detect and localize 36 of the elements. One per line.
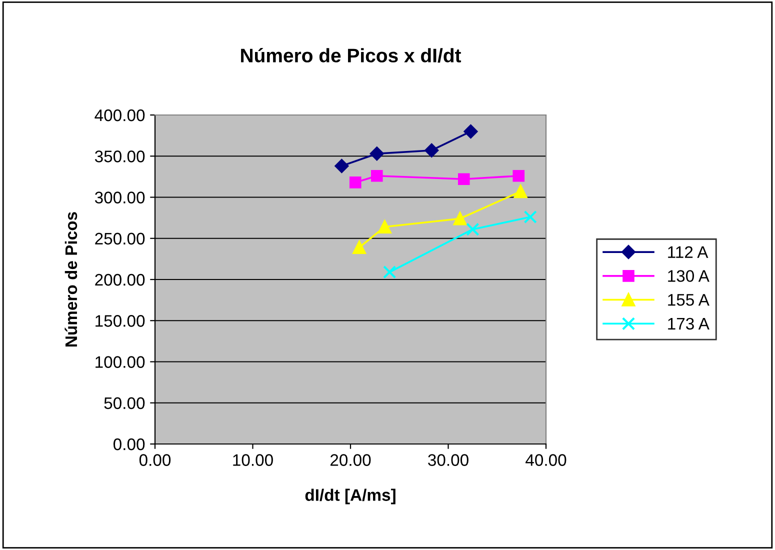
point <box>352 240 366 254</box>
chart-title: Número de Picos x dI/dt <box>241 48 462 63</box>
y-axis-title: Número de Picos <box>64 212 78 346</box>
y-tick-label: 100.00 <box>96 356 145 368</box>
point <box>334 159 349 173</box>
y-tick-label: 300.00 <box>94 192 145 204</box>
legend-label: 155 A <box>668 294 710 306</box>
point <box>370 146 384 161</box>
x-axis-title: dI/dt [A/ms] <box>305 488 396 504</box>
y-tick-label: 350.00 <box>94 150 145 162</box>
point <box>424 143 439 158</box>
y-tick-label: 400.00 <box>94 109 145 122</box>
point <box>524 210 537 224</box>
x-tick-label: 0.00 <box>139 454 171 466</box>
point <box>512 170 525 182</box>
point <box>370 170 383 182</box>
legend-label: 173 A <box>668 318 710 330</box>
point <box>383 265 396 279</box>
point <box>458 173 470 186</box>
x-tick-label: 30.00 <box>428 454 468 466</box>
x-tick-label: 20.00 <box>330 454 371 466</box>
point <box>349 176 362 188</box>
point <box>464 124 478 138</box>
legend-label: 130 A <box>668 270 710 282</box>
x-tick-label: 40.00 <box>526 454 566 466</box>
point <box>453 212 467 226</box>
point <box>514 184 528 198</box>
y-tick-label: 0.00 <box>113 438 145 450</box>
y-tick-label: 200.00 <box>95 274 145 286</box>
point <box>466 222 480 236</box>
legend-label: 112 A <box>668 246 708 258</box>
y-tick-label: 50.00 <box>104 397 145 410</box>
x-tick-label: 10.00 <box>233 454 273 466</box>
point <box>378 220 392 234</box>
y-tick-label: 150.00 <box>96 315 145 327</box>
y-tick-label: 250.00 <box>95 232 145 245</box>
